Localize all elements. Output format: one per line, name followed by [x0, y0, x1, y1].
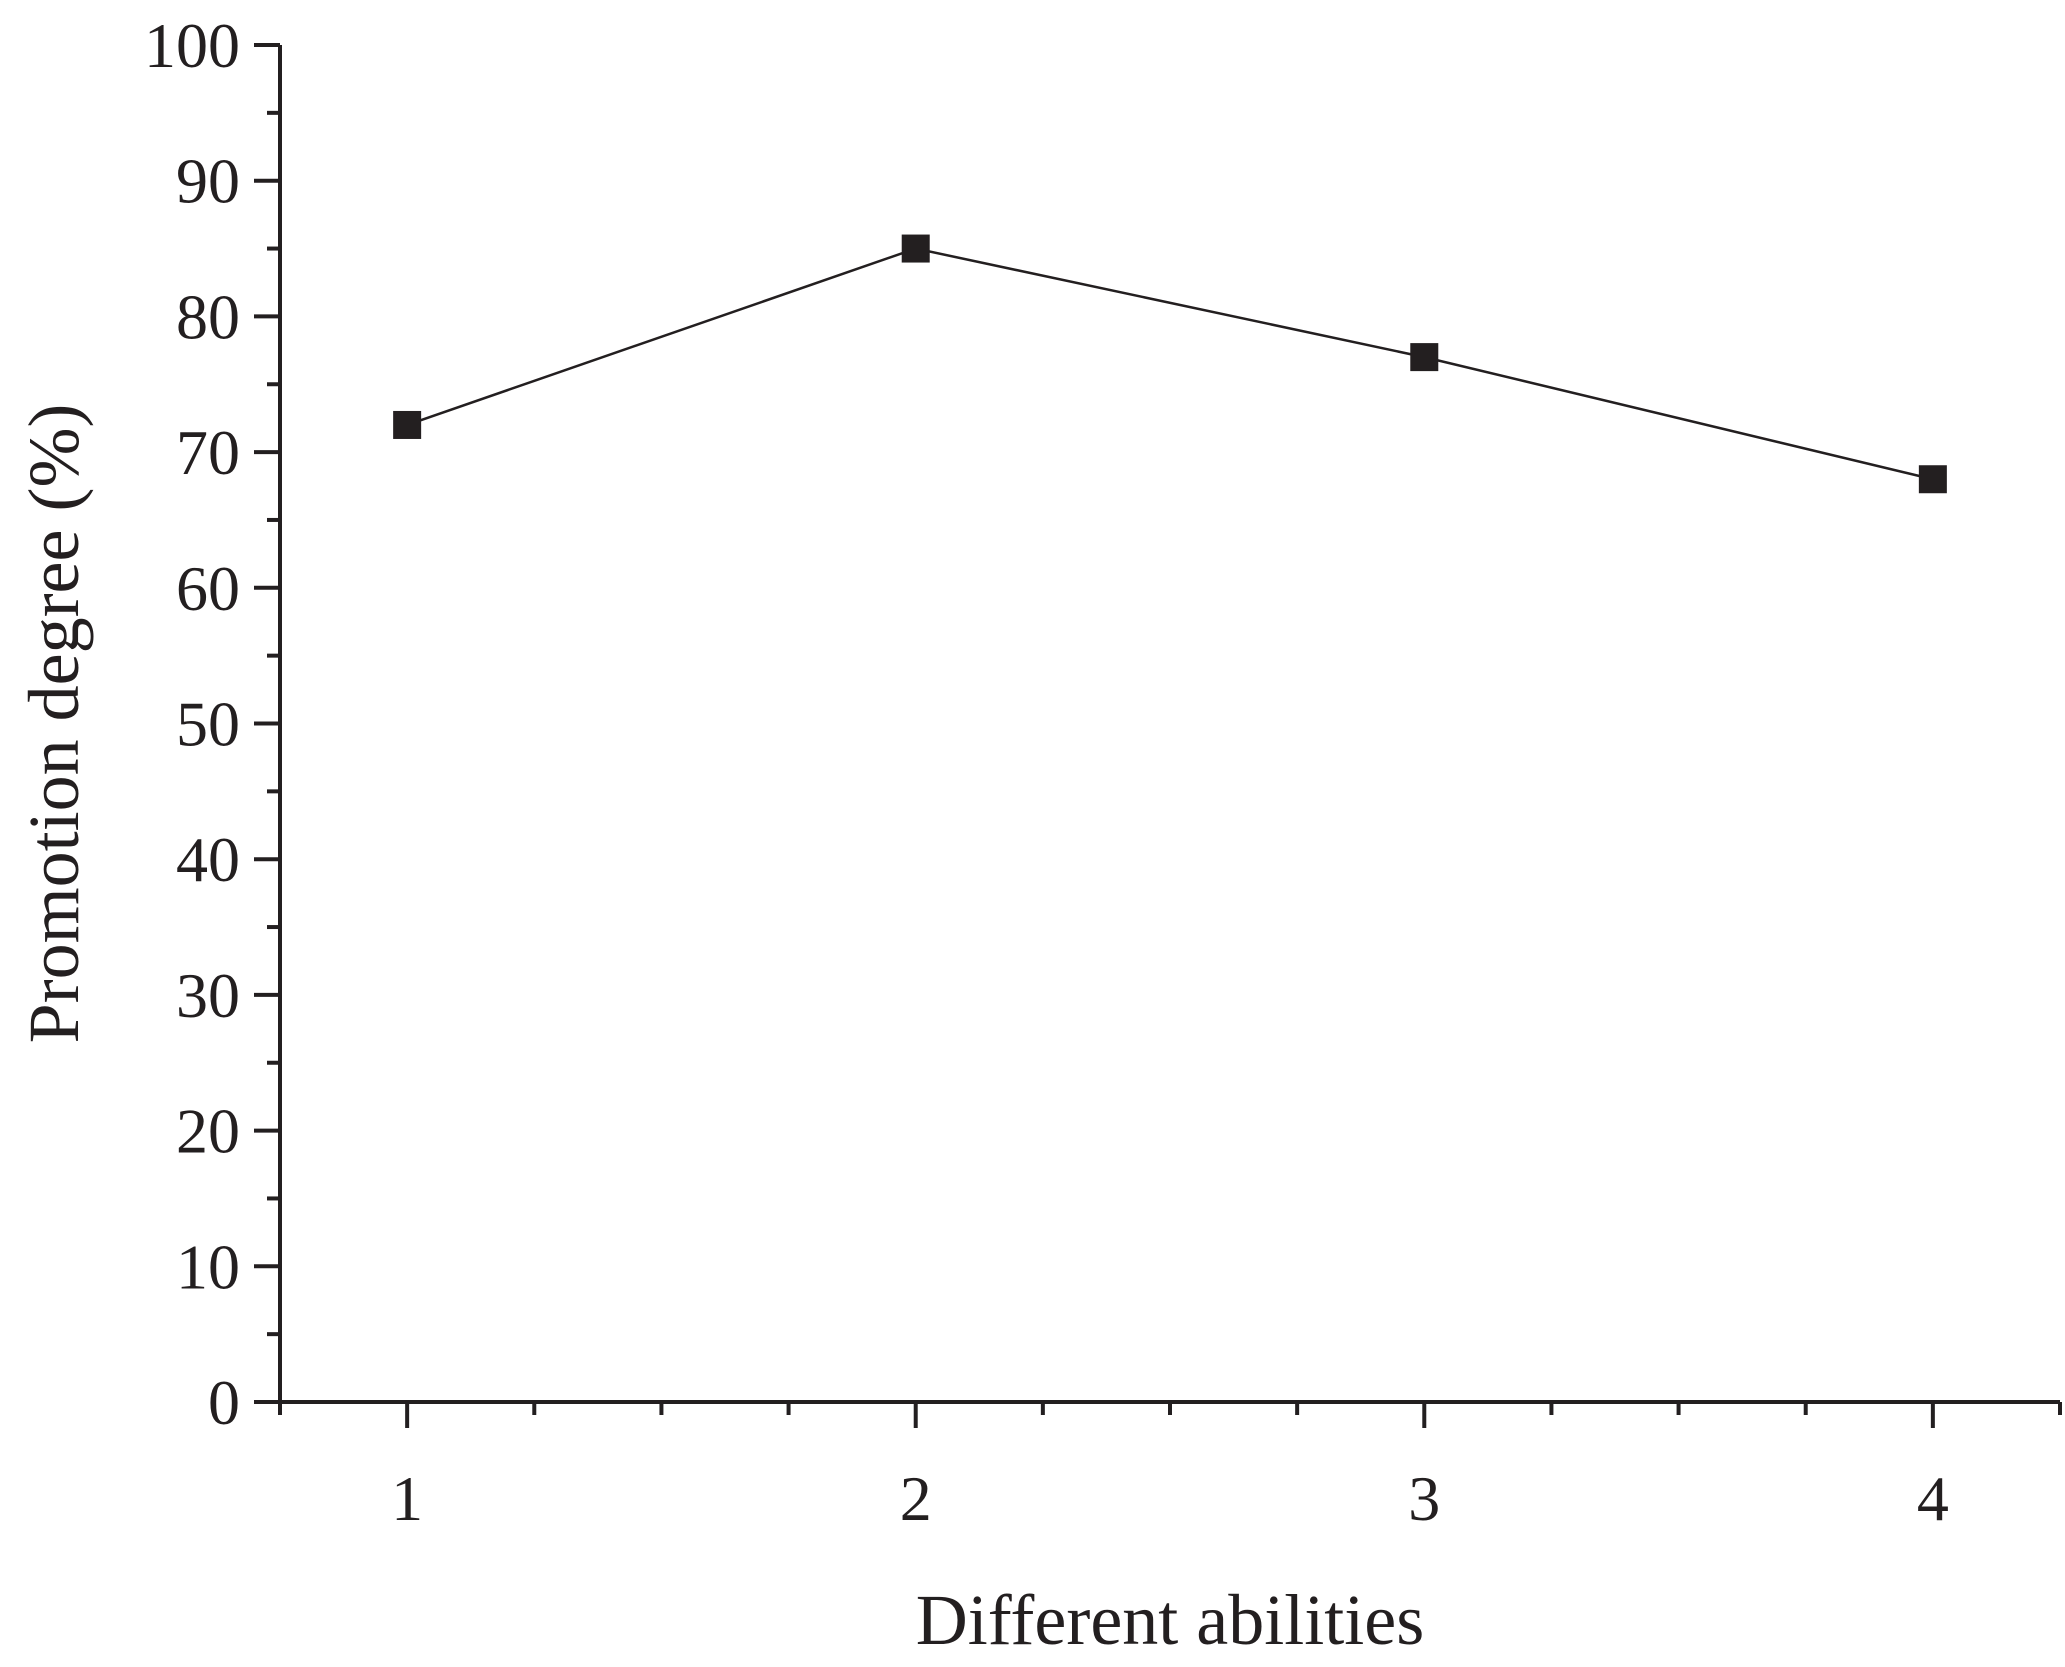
y-tick-label: 70	[176, 417, 240, 488]
plot-area	[393, 234, 1947, 494]
x-axis-title: Different abilities	[916, 1580, 1425, 1660]
y-tick-label: 10	[176, 1231, 240, 1302]
data-point-marker	[901, 234, 930, 263]
y-tick-label: 50	[176, 689, 240, 760]
data-point-marker	[1410, 343, 1439, 372]
y-ticks: 0 10 20 30 40 50 60 70 80 90 100	[144, 10, 280, 1438]
y-tick-label: 60	[176, 553, 240, 624]
x-tick-label: 1	[391, 1463, 423, 1534]
axes	[278, 45, 2060, 1404]
series-line	[406, 247, 1934, 481]
x-tick-label: 3	[1408, 1463, 1440, 1534]
data-point-marker	[393, 410, 422, 439]
x-ticks: 1 2 3 4	[278, 1402, 2062, 1534]
x-tick-label: 4	[1917, 1463, 1949, 1534]
y-tick-label: 0	[208, 1367, 240, 1438]
y-axis-title: Promotion degree (%)	[14, 404, 94, 1044]
y-tick-label: 80	[176, 281, 240, 352]
y-tick-label: 100	[144, 10, 240, 81]
y-tick-label: 30	[176, 960, 240, 1031]
y-tick-label: 40	[176, 824, 240, 895]
y-tick-label: 20	[176, 1096, 240, 1167]
y-tick-label: 90	[176, 146, 240, 217]
x-tick-label: 2	[900, 1463, 932, 1534]
data-point-marker	[1918, 465, 1947, 494]
